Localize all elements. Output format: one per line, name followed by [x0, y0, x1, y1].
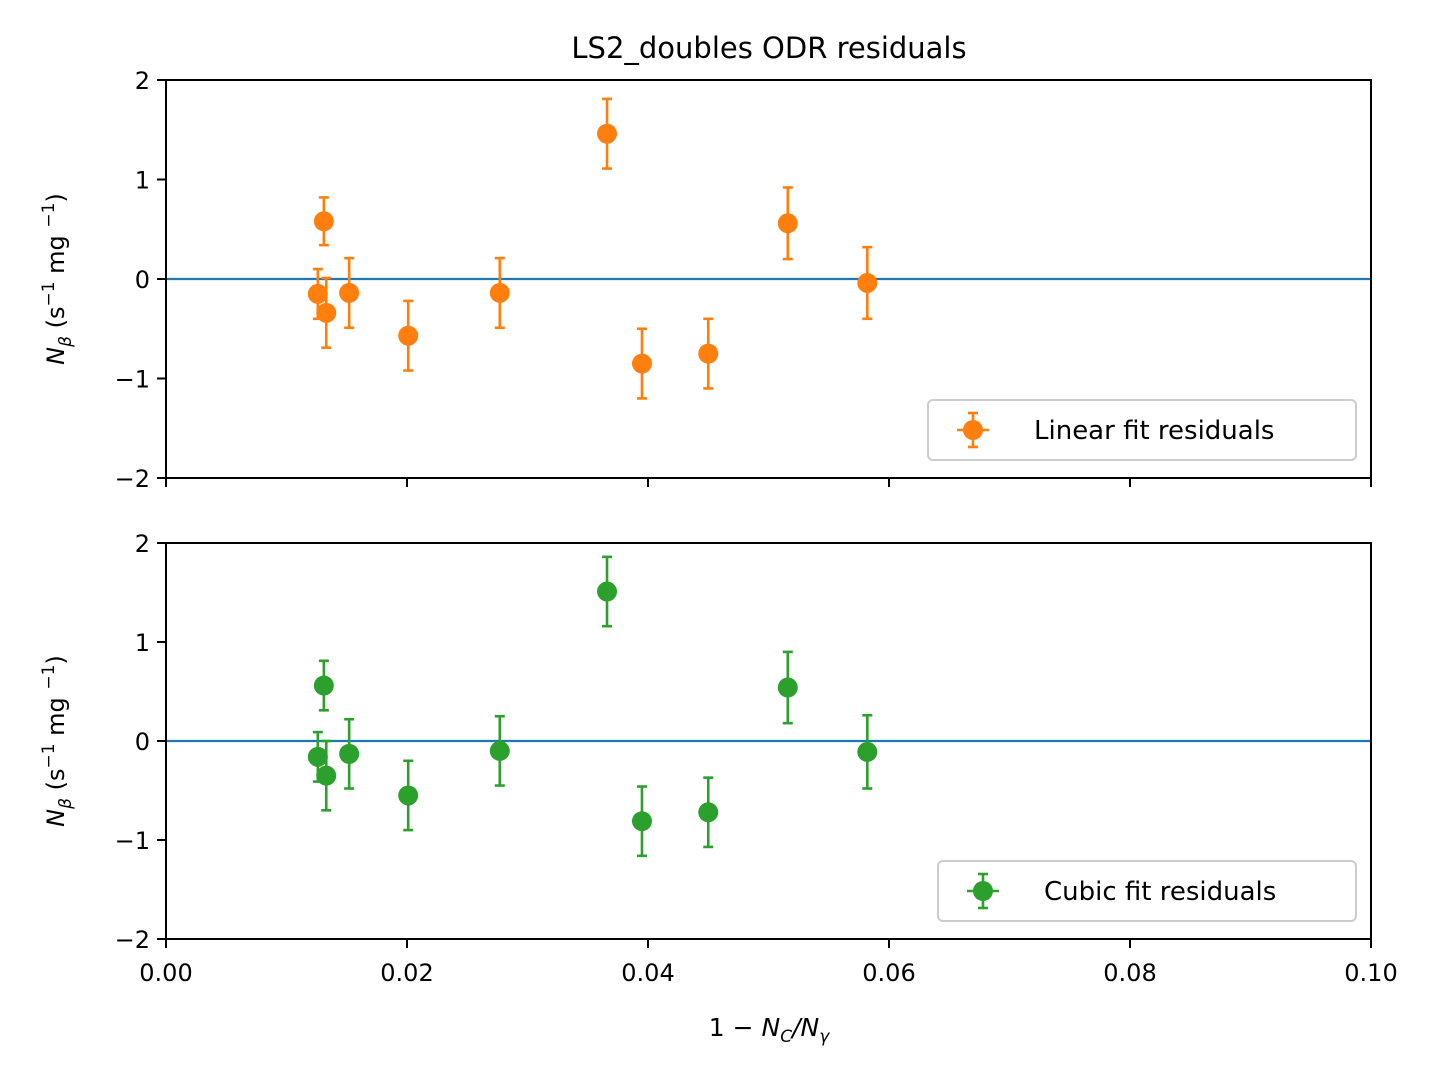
data-point	[398, 325, 419, 346]
data-point	[316, 765, 337, 786]
x-tick-label: 0.06	[862, 959, 915, 987]
x-tick-label: 0.00	[139, 959, 192, 987]
data-point	[339, 282, 360, 303]
data-point	[307, 283, 328, 304]
data-point	[631, 353, 652, 374]
legend-box	[927, 399, 1357, 461]
data-point	[857, 272, 878, 293]
y-tick-label: 1	[135, 629, 150, 657]
y-tick-label: 0	[135, 728, 150, 756]
y-tick-label: −1	[115, 827, 150, 855]
legend-label: Cubic fit residuals	[1044, 877, 1276, 907]
y-axis-label-bottom: Nβ (s−1 mg −1)	[39, 655, 76, 827]
x-tick-label: 0.02	[380, 959, 433, 987]
data-point	[597, 581, 618, 602]
top-panel: −2 −1 0 1 2 Linear fit residuals	[115, 67, 1372, 493]
data-point	[313, 211, 334, 232]
data-point	[698, 802, 719, 823]
legend: Linear fit residuals	[927, 399, 1357, 461]
data-point	[307, 746, 328, 767]
y-tick-label: −2	[115, 926, 150, 954]
chart-title: LS2_doubles ODR residuals	[571, 31, 966, 65]
x-axis-label: 1 − NC/Nγ	[709, 1013, 830, 1047]
x-tick-label: 0.04	[621, 959, 674, 987]
data-point	[698, 343, 719, 364]
data-point	[777, 677, 798, 698]
y-axis-label-top: Nβ (s−1 mg −1)	[39, 193, 76, 365]
x-tick-label: 0.10	[1344, 959, 1397, 987]
data-point	[631, 811, 652, 832]
legend-label: Linear fit residuals	[1034, 416, 1274, 446]
bottom-panel: 0.00 0.02 0.04 0.06 0.08 0.10 −2 −1 0 1 2 Cubic fit…	[115, 530, 1398, 987]
data-point	[339, 743, 360, 764]
legend-box	[937, 860, 1357, 922]
legend-marker-point	[973, 881, 993, 901]
y-tick-label: −1	[115, 366, 150, 394]
y-tick-label: 2	[135, 67, 150, 95]
data-point	[489, 740, 510, 761]
data-point	[777, 213, 798, 234]
data-point	[313, 675, 334, 696]
data-point	[316, 302, 337, 323]
data-point	[857, 741, 878, 762]
y-tick-label: −2	[115, 465, 150, 493]
legend-marker-point	[963, 420, 983, 440]
data-point	[398, 785, 419, 806]
x-tick-label: 0.08	[1103, 959, 1156, 987]
data-point	[597, 123, 618, 144]
data-point	[489, 282, 510, 303]
y-tick-label: 0	[135, 266, 150, 294]
y-tick-label: 1	[135, 167, 150, 195]
y-tick-label: 2	[135, 530, 150, 558]
legend: Cubic fit residuals	[937, 860, 1357, 922]
